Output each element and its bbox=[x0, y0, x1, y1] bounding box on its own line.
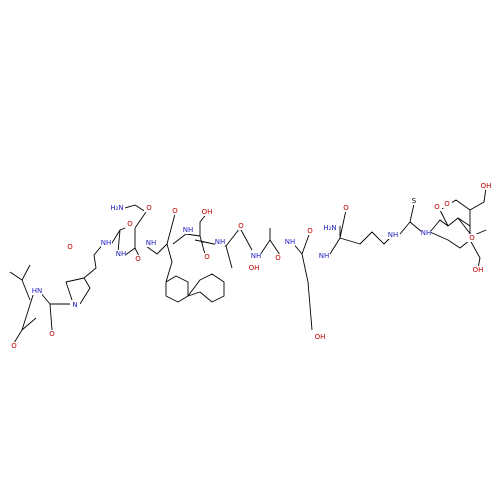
label-background bbox=[116, 250, 126, 258]
atom-label: NH bbox=[116, 250, 127, 258]
label-background bbox=[249, 264, 259, 272]
label-background bbox=[285, 238, 295, 246]
label-background bbox=[70, 301, 80, 309]
label-background bbox=[273, 254, 283, 262]
atom-label: NH bbox=[319, 252, 330, 260]
atom-label: NH bbox=[215, 238, 226, 246]
atom-label: O bbox=[49, 330, 55, 338]
atom-label: O bbox=[67, 243, 73, 251]
label-background bbox=[432, 203, 442, 211]
label-background bbox=[473, 266, 483, 274]
label-background bbox=[421, 229, 431, 237]
atom-label: O bbox=[204, 253, 210, 261]
atom-label: H₂N bbox=[323, 224, 336, 232]
atom-label: OH bbox=[249, 264, 260, 272]
atom-label: NH bbox=[421, 229, 432, 237]
label-background bbox=[305, 227, 315, 235]
atom-label: N bbox=[72, 301, 77, 309]
label-background bbox=[9, 342, 19, 350]
atom-label: O bbox=[172, 207, 178, 215]
label-background bbox=[101, 239, 111, 247]
label-background bbox=[341, 204, 351, 212]
atom-label: NH bbox=[101, 239, 112, 247]
atom-label: O bbox=[146, 204, 152, 212]
label-background bbox=[170, 207, 180, 215]
label-background bbox=[32, 287, 42, 295]
atom-label: O bbox=[127, 220, 133, 228]
atom-label: NH bbox=[183, 226, 194, 234]
label-background bbox=[133, 255, 143, 263]
atom-label: NH bbox=[285, 238, 296, 246]
atom-label: O bbox=[275, 254, 281, 262]
atom-label: NH bbox=[146, 239, 157, 247]
atom-label: OH bbox=[481, 182, 492, 190]
label-background bbox=[125, 220, 135, 228]
label-background bbox=[409, 197, 419, 205]
atom-label: NH bbox=[251, 252, 262, 260]
atom-label: OH bbox=[202, 208, 213, 216]
atom-label: O bbox=[343, 204, 349, 212]
label-background bbox=[236, 222, 246, 230]
atom-label: O bbox=[11, 342, 17, 350]
atom-label: O bbox=[135, 255, 141, 263]
atom-label: S bbox=[412, 197, 417, 205]
label-background bbox=[183, 226, 193, 234]
label-background bbox=[251, 252, 261, 260]
label-background bbox=[325, 224, 335, 232]
atom-label: H₂N bbox=[110, 204, 123, 212]
atom-label: NH bbox=[388, 231, 399, 239]
atom-label: O bbox=[434, 203, 440, 211]
atom-label: O bbox=[238, 222, 244, 230]
label-background bbox=[202, 253, 212, 261]
atom-label: O bbox=[307, 227, 313, 235]
label-background bbox=[202, 208, 212, 216]
label-background bbox=[442, 200, 452, 208]
label-background bbox=[319, 252, 329, 260]
label-background bbox=[112, 204, 122, 212]
label-background bbox=[481, 182, 491, 190]
atom-label: O bbox=[444, 200, 450, 208]
atom-label: OH bbox=[473, 266, 484, 274]
label-background bbox=[65, 243, 75, 251]
atom-label: OH bbox=[315, 333, 326, 341]
label-background bbox=[315, 333, 325, 341]
label-background bbox=[388, 231, 398, 239]
atom-label: O bbox=[469, 234, 475, 242]
label-background bbox=[146, 239, 156, 247]
label-background bbox=[215, 238, 225, 246]
label-background bbox=[144, 204, 154, 212]
label-background bbox=[467, 234, 477, 242]
label-background bbox=[47, 330, 57, 338]
atom-label: HN bbox=[32, 287, 43, 295]
